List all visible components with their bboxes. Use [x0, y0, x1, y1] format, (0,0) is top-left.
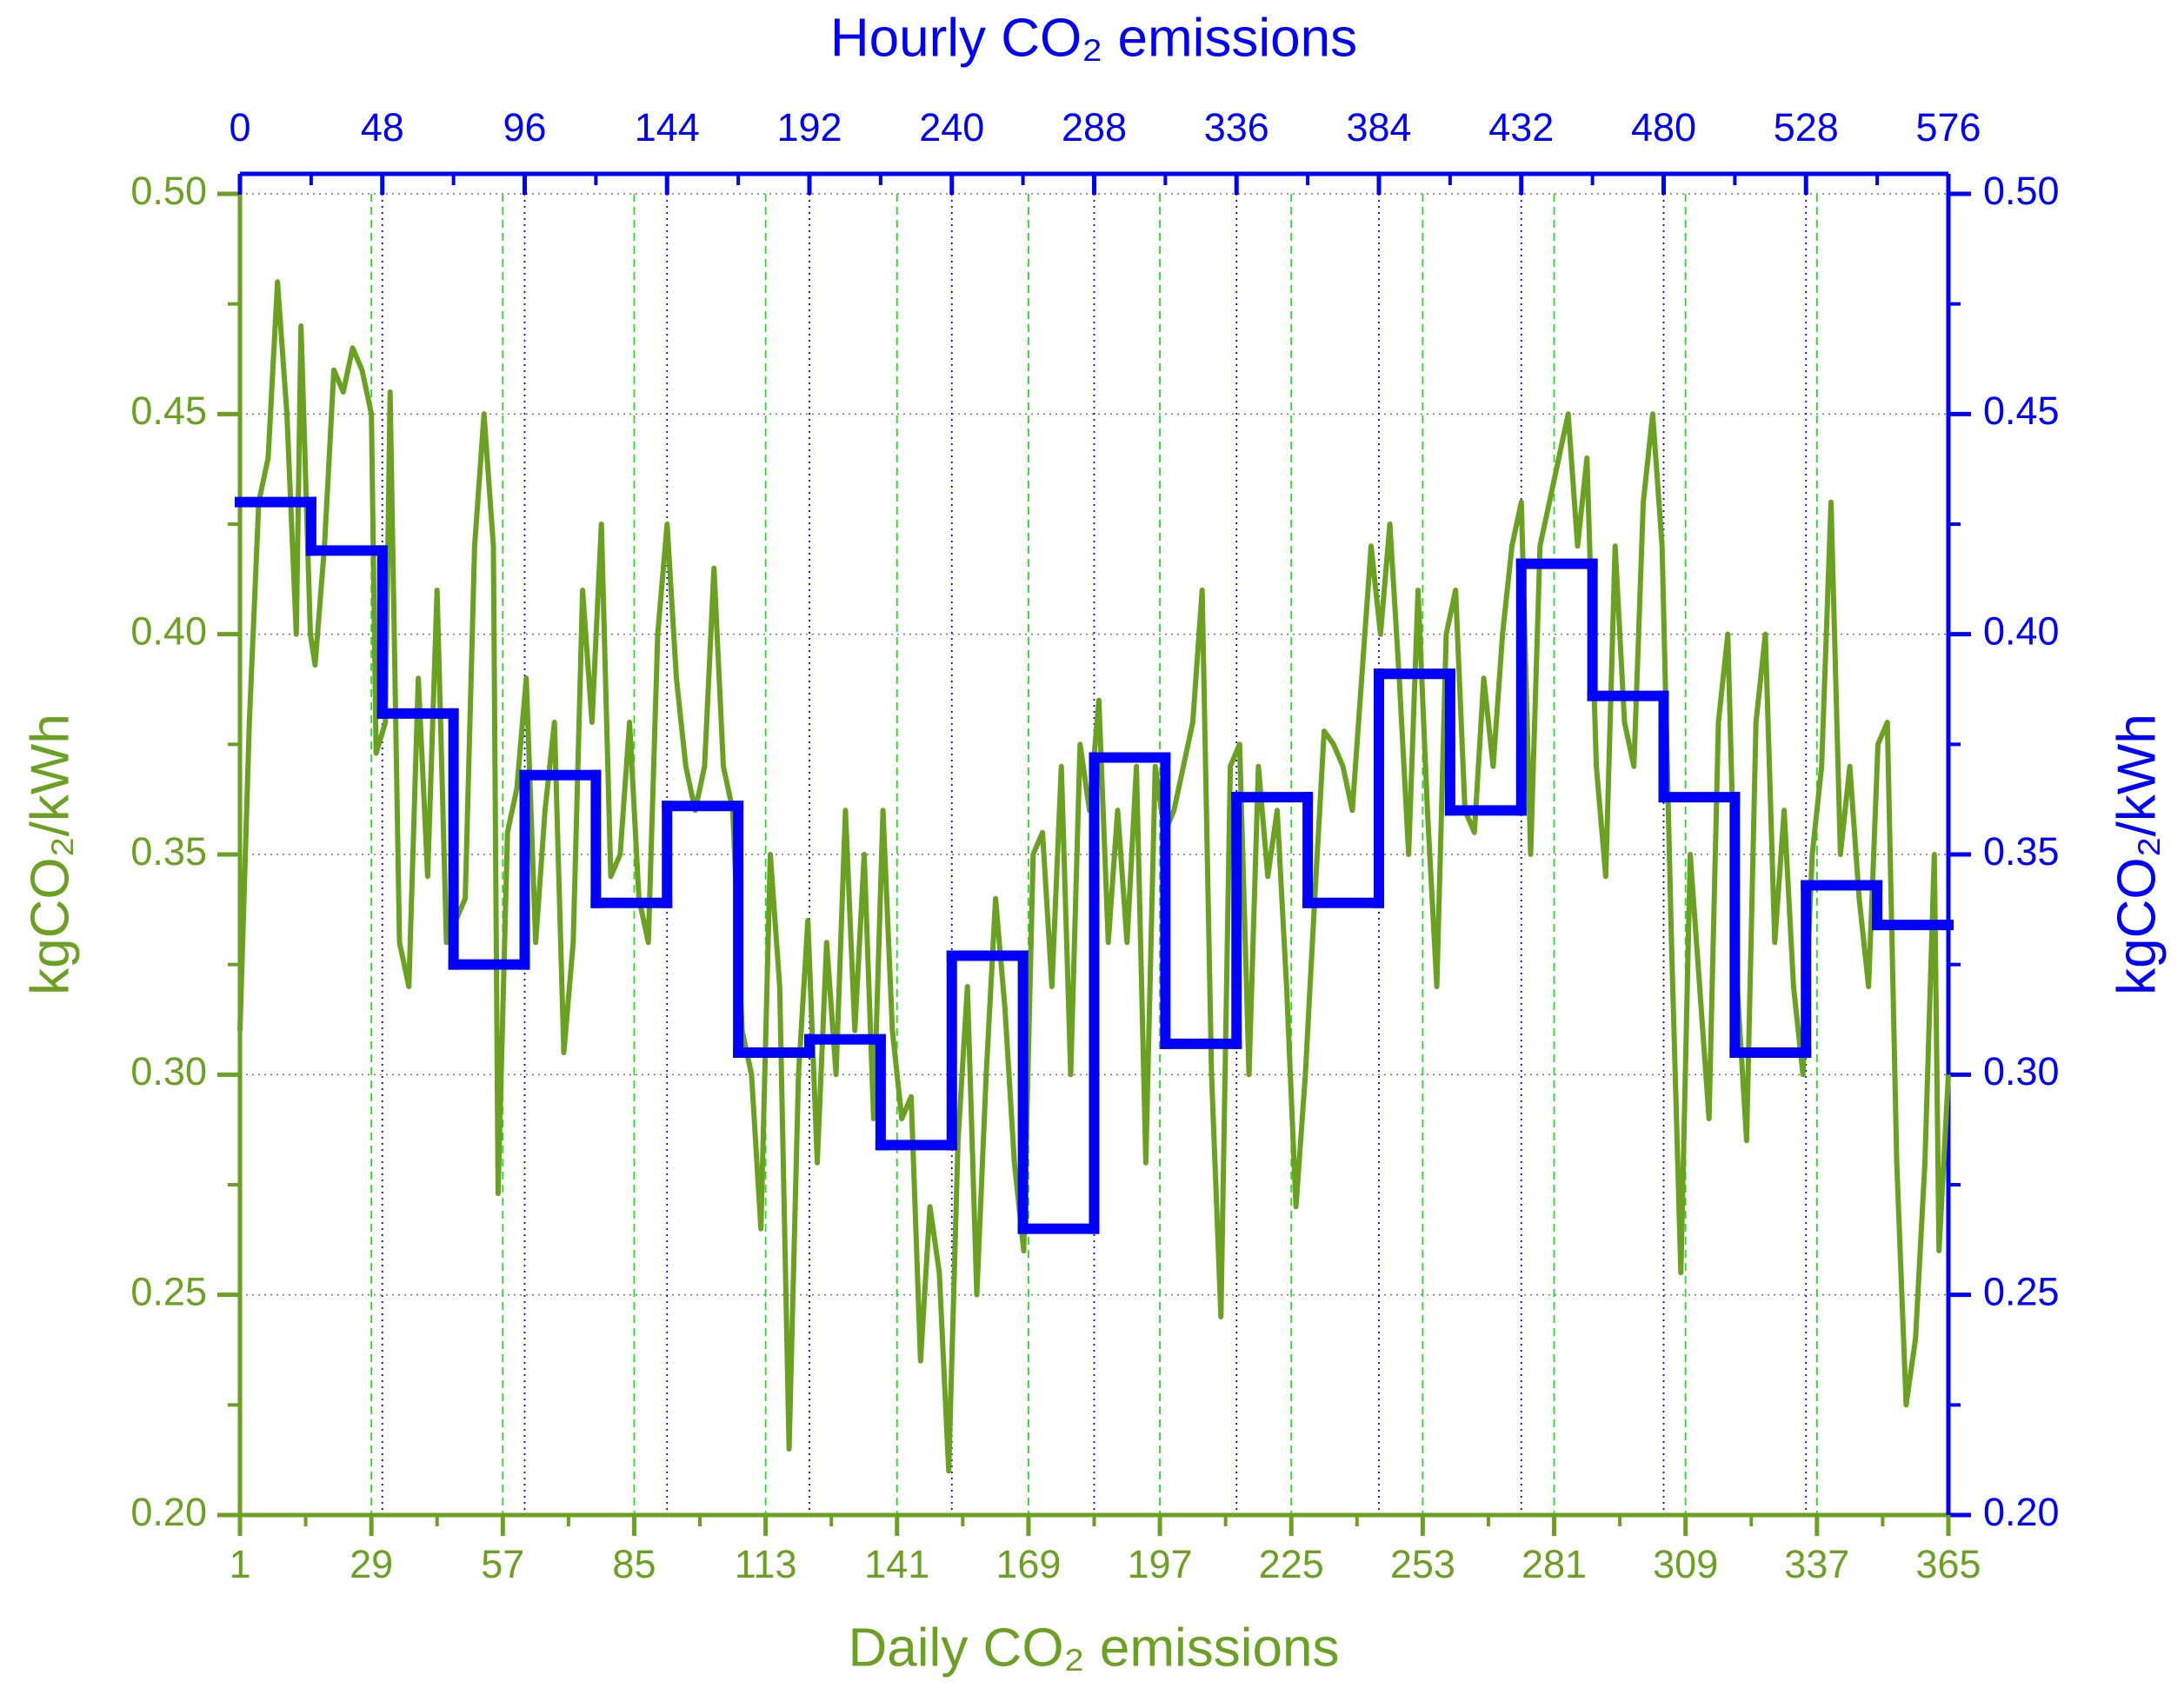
y-tick-label: 0.50 — [130, 169, 207, 213]
y-tick-label: 0.40 — [130, 609, 207, 654]
x-tick-label: 169 — [995, 1542, 1061, 1586]
chart-title: Hourly CO₂ emissions — [830, 8, 1357, 68]
y2-tick-label: 0.30 — [1983, 1049, 2060, 1093]
x-tick-label: 29 — [350, 1542, 393, 1586]
x-tick-label: 281 — [1521, 1542, 1587, 1586]
x-tick-label: 337 — [1784, 1542, 1849, 1586]
y-tick-label: 0.20 — [130, 1490, 207, 1534]
y-tick-label: 0.30 — [130, 1049, 207, 1093]
y-tick-label: 0.25 — [130, 1270, 207, 1314]
x-tick-label: 225 — [1259, 1542, 1324, 1586]
x-axis-label: Daily CO₂ emissions — [849, 1618, 1340, 1678]
x2-tick-label: 240 — [919, 105, 984, 150]
data-line — [237, 279, 1951, 1474]
x2-tick-label: 96 — [503, 105, 546, 150]
y-tick-label: 0.35 — [130, 829, 207, 874]
x-tick-label: 365 — [1915, 1542, 1981, 1586]
y-tick-label: 0.45 — [130, 389, 207, 433]
x2-tick-label: 288 — [1062, 105, 1127, 150]
x-tick-label: 309 — [1653, 1542, 1718, 1586]
x2-tick-label: 384 — [1346, 105, 1411, 150]
x2-tick-label: 144 — [635, 105, 700, 150]
x2-tick-label: 336 — [1204, 105, 1269, 150]
x-tick-label: 141 — [864, 1542, 929, 1586]
x-tick-label: 253 — [1390, 1542, 1455, 1586]
x-tick-label: 57 — [481, 1542, 524, 1586]
y2-tick-label: 0.20 — [1983, 1490, 2060, 1534]
x2-tick-label: 0 — [229, 105, 250, 150]
y2-tick-label: 0.25 — [1983, 1270, 2060, 1314]
x-tick-label: 197 — [1128, 1542, 1193, 1586]
x2-tick-label: 48 — [361, 105, 404, 150]
y2-tick-label: 0.35 — [1983, 829, 2060, 874]
x2-tick-label: 576 — [1915, 105, 1981, 150]
y2-tick-label: 0.50 — [1983, 169, 2060, 213]
x2-tick-label: 432 — [1488, 105, 1554, 150]
x-tick-label: 1 — [229, 1542, 250, 1586]
x2-tick-label: 528 — [1774, 105, 1839, 150]
x-tick-label: 113 — [735, 1542, 797, 1586]
y2-tick-label: 0.40 — [1983, 609, 2060, 654]
y2-axis-label: kgCO₂/kWh — [2107, 714, 2167, 995]
x2-tick-label: 192 — [776, 105, 842, 150]
x-tick-label: 85 — [612, 1542, 656, 1586]
x2-tick-label: 480 — [1631, 105, 1696, 150]
y-axis-label: kgCO₂/kWh — [20, 714, 80, 995]
y2-tick-label: 0.45 — [1983, 389, 2060, 433]
